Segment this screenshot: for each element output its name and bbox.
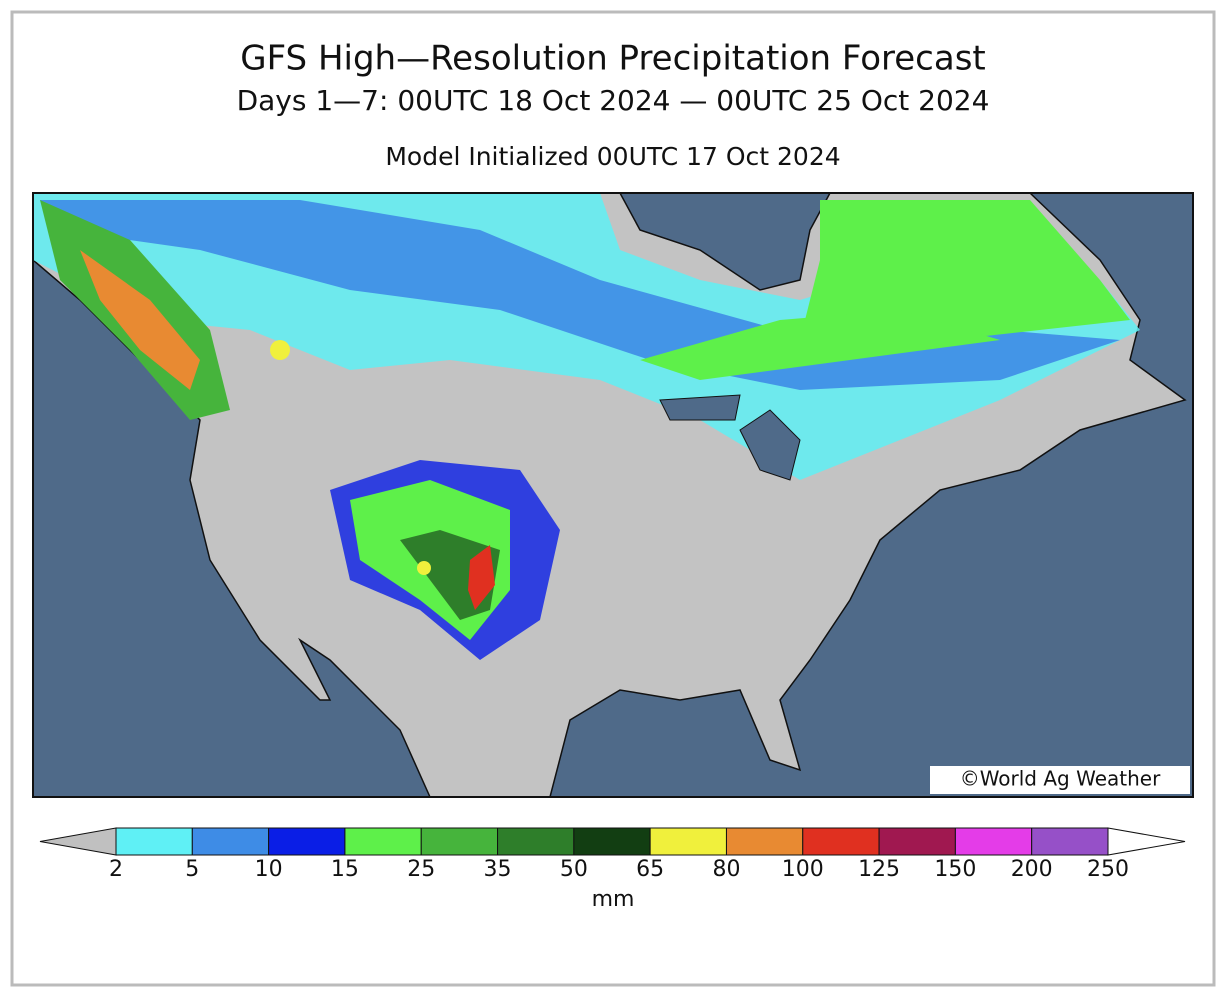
great-lakes <box>659 394 741 421</box>
colorbar-label: 15 <box>331 857 359 882</box>
colorbar-box <box>344 827 422 856</box>
subtitle: Days 1—7: 00UTC 18 Oct 2024 — 00UTC 25 O… <box>237 84 990 117</box>
colorbar-label: 50 <box>560 857 588 882</box>
colorbar-box <box>497 827 575 856</box>
colorbar-unit: mm <box>592 887 635 912</box>
colorbar-box <box>878 827 956 856</box>
colorbar-box <box>954 827 1033 856</box>
map: ©World Ag Weather <box>32 192 1194 798</box>
colorbar-box <box>115 827 193 856</box>
colorbar: 2 5 10 15 25 35 50 65 80 100 125 150 200 250 <box>39 827 1186 882</box>
colorbar-label: 35 <box>484 857 512 882</box>
colorbar-box <box>420 827 499 856</box>
colorbar-box <box>573 827 651 856</box>
map-border <box>32 192 1194 798</box>
colorbar-label: 25 <box>407 857 435 882</box>
precip-25b <box>640 310 1000 380</box>
colorbar-label: 150 <box>934 857 976 882</box>
precip-spot <box>417 561 431 575</box>
colorbar-label: 2 <box>109 857 123 882</box>
precip-spot <box>270 340 290 360</box>
colorbar-box <box>802 827 880 856</box>
colorbar-label: 10 <box>255 857 283 882</box>
colorbar-box <box>268 827 346 856</box>
init-time: Model Initialized 00UTC 17 Oct 2024 <box>385 142 840 171</box>
colorbar-label: 80 <box>712 857 740 882</box>
colorbar-box <box>649 827 727 856</box>
colorbar-label: 5 <box>185 857 199 882</box>
colorbar-label: 125 <box>858 857 900 882</box>
great-lakes <box>739 409 801 481</box>
colorbar-label: 100 <box>782 857 824 882</box>
precip-sw-max <box>468 545 495 610</box>
colorbar-box <box>725 827 804 856</box>
precip-coast-max <box>80 250 200 390</box>
credit: ©World Ag Weather <box>960 767 1161 791</box>
colorbar-box <box>191 827 270 856</box>
colorbar-label: 200 <box>1011 857 1053 882</box>
credit-box <box>930 766 1190 794</box>
colorbar-label: 65 <box>636 857 664 882</box>
title: GFS High—Resolution Precipitation Foreca… <box>240 39 986 79</box>
precip-25 <box>800 200 1130 340</box>
colorbar-box <box>1031 827 1109 856</box>
colorbar-label: 250 <box>1087 857 1129 882</box>
